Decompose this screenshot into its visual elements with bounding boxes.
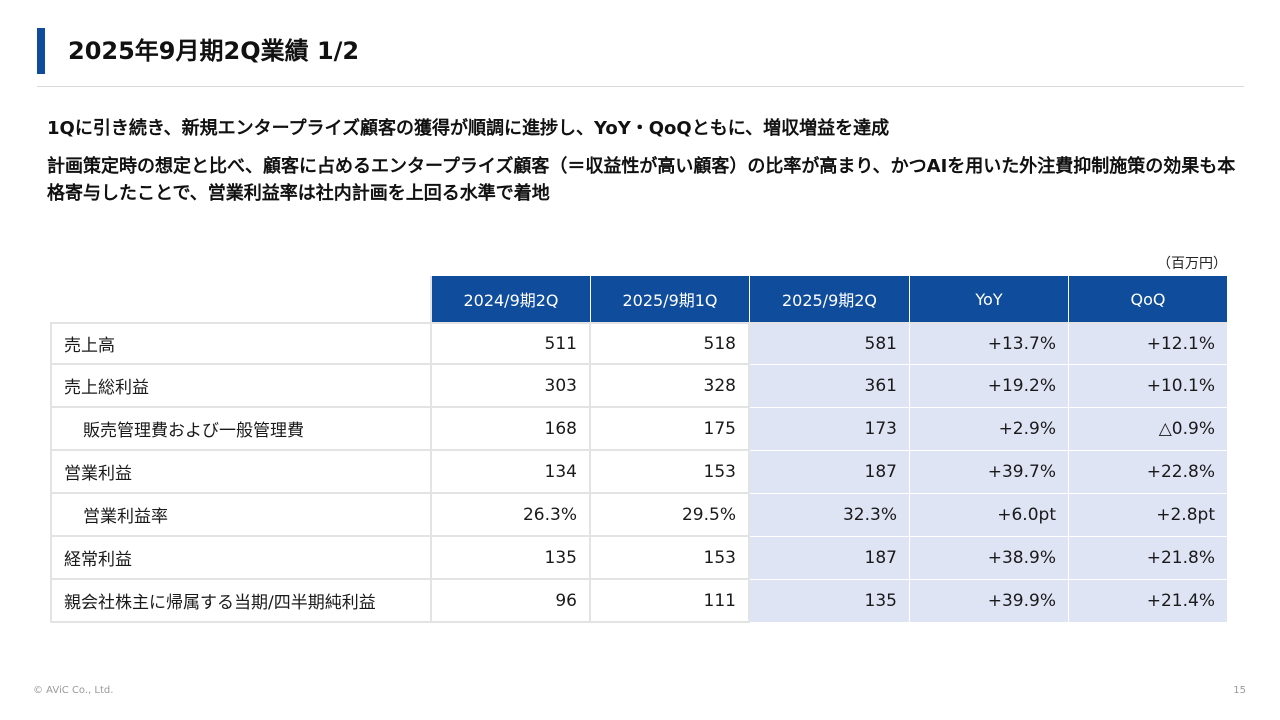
row-label: 販売管理費および一般管理費 — [50, 408, 432, 451]
unit-label: （百万円） — [1157, 256, 1227, 272]
table-cell: +10.1% — [1069, 365, 1228, 408]
header-2025-2q: 2025/9期2Q — [750, 276, 910, 322]
row-label: 売上高 — [50, 322, 432, 365]
table-cell: 168 — [432, 408, 591, 451]
row-label: 親会社株主に帰属する当期/四半期純利益 — [50, 580, 432, 623]
results-table: 2024/9期2Q 2025/9期1Q 2025/9期2Q YoY QoQ 売上… — [50, 276, 1228, 623]
table-row: 経常利益 135 153 187 +38.9% +21.8% — [50, 537, 1228, 580]
title-accent-bar — [37, 28, 45, 74]
table-cell: +13.7% — [910, 322, 1069, 365]
header-blank — [50, 276, 432, 322]
title-divider — [37, 86, 1244, 87]
page-title: 2025年9月期2Q業績 1/2 — [68, 37, 360, 65]
table-cell: 187 — [750, 537, 910, 580]
table-cell: 328 — [591, 365, 750, 408]
table-cell: 134 — [432, 451, 591, 494]
table-cell: 187 — [750, 451, 910, 494]
header-2024-2q: 2024/9期2Q — [432, 276, 591, 322]
table-cell: +6.0pt — [910, 494, 1069, 537]
table-header-row: 2024/9期2Q 2025/9期1Q 2025/9期2Q YoY QoQ — [50, 276, 1228, 322]
table-cell: 153 — [591, 537, 750, 580]
table-cell: △0.9% — [1069, 408, 1228, 451]
table-cell: 153 — [591, 451, 750, 494]
table-cell: 32.3% — [750, 494, 910, 537]
table-cell: +2.8pt — [1069, 494, 1228, 537]
table-cell: 511 — [432, 322, 591, 365]
table-cell: +38.9% — [910, 537, 1069, 580]
page-number: 15 — [1233, 685, 1246, 696]
summary-line-1: 1Qに引き続き、新規エンタープライズ顧客の獲得が順調に進捗し、YoY・QoQとも… — [47, 118, 890, 139]
row-label: 営業利益率 — [50, 494, 432, 537]
table-cell: 581 — [750, 322, 910, 365]
copyright-text: © AViC Co., Ltd. — [33, 685, 114, 696]
table-cell: 96 — [432, 580, 591, 623]
table-row: 売上高 511 518 581 +13.7% +12.1% — [50, 322, 1228, 365]
table-row: 営業利益率 26.3% 29.5% 32.3% +6.0pt +2.8pt — [50, 494, 1228, 537]
header-2025-1q: 2025/9期1Q — [591, 276, 750, 322]
table-cell: 111 — [591, 580, 750, 623]
table-cell: +39.9% — [910, 580, 1069, 623]
table-cell: +21.4% — [1069, 580, 1228, 623]
table-row: 営業利益 134 153 187 +39.7% +22.8% — [50, 451, 1228, 494]
table-row: 親会社株主に帰属する当期/四半期純利益 96 111 135 +39.9% +2… — [50, 580, 1228, 623]
table-row: 売上総利益 303 328 361 +19.2% +10.1% — [50, 365, 1228, 408]
table-cell: 518 — [591, 322, 750, 365]
table-cell: 361 — [750, 365, 910, 408]
table-cell: +19.2% — [910, 365, 1069, 408]
table-row: 販売管理費および一般管理費 168 175 173 +2.9% △0.9% — [50, 408, 1228, 451]
header-yoy: YoY — [910, 276, 1069, 322]
row-label: 営業利益 — [50, 451, 432, 494]
header-qoq: QoQ — [1069, 276, 1228, 322]
table-cell: +22.8% — [1069, 451, 1228, 494]
table-cell: +21.8% — [1069, 537, 1228, 580]
summary-line-2: 計画策定時の想定と比べ、顧客に占めるエンタープライズ顧客（＝収益性が高い顧客）の… — [47, 156, 1236, 204]
table-cell: 26.3% — [432, 494, 591, 537]
table-cell: 29.5% — [591, 494, 750, 537]
table-cell: 135 — [432, 537, 591, 580]
row-label: 経常利益 — [50, 537, 432, 580]
table-cell: 173 — [750, 408, 910, 451]
row-label: 売上総利益 — [50, 365, 432, 408]
table-cell: +12.1% — [1069, 322, 1228, 365]
table-cell: 175 — [591, 408, 750, 451]
table-cell: 135 — [750, 580, 910, 623]
table-cell: +39.7% — [910, 451, 1069, 494]
table-cell: 303 — [432, 365, 591, 408]
table-cell: +2.9% — [910, 408, 1069, 451]
